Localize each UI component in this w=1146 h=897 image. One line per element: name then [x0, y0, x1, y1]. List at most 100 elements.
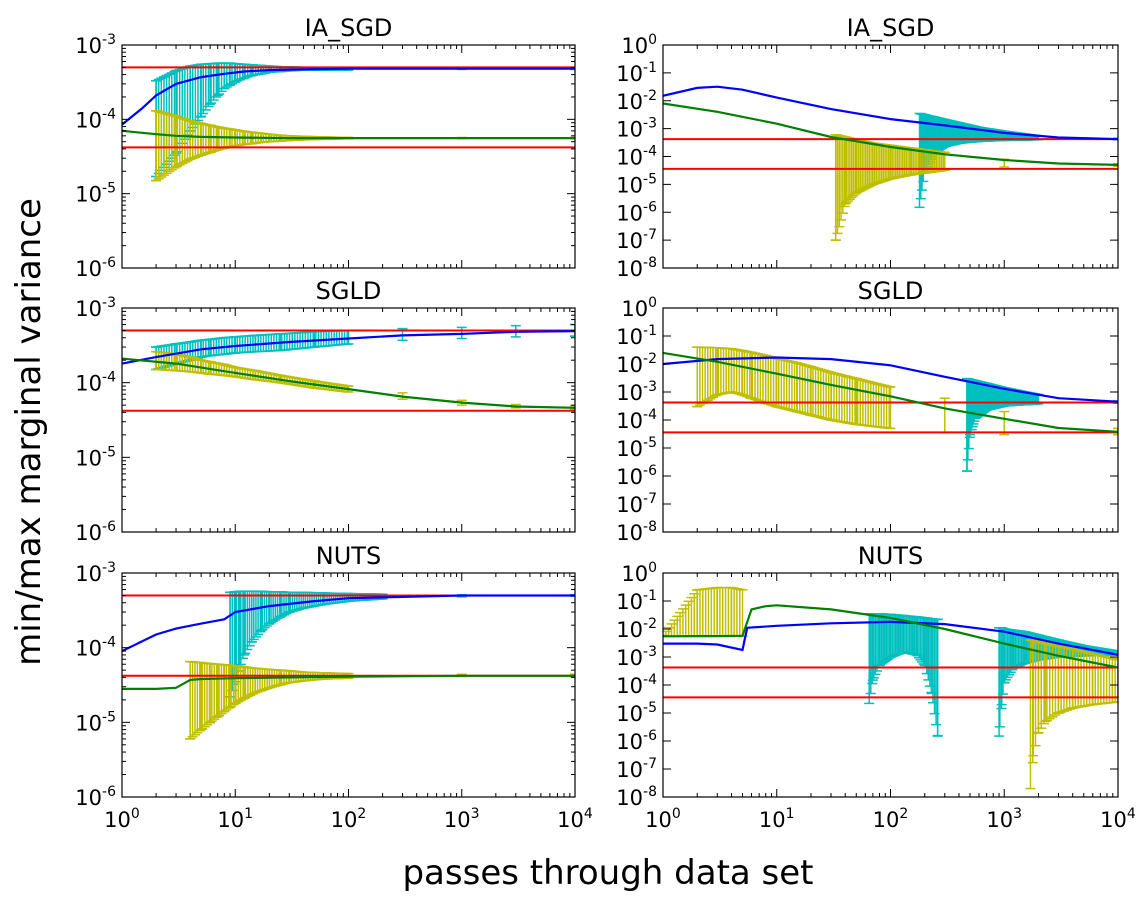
y-tick-label: 10-1 — [616, 588, 657, 614]
series-max-line — [663, 85, 1118, 141]
series-min-line — [122, 674, 575, 691]
panel-1: 10-6 10-5 10-4 10-3 IA_SGD — [75, 14, 576, 281]
error-bars-min — [151, 110, 575, 182]
plot-area — [663, 573, 1118, 797]
series-min-line — [663, 351, 1118, 433]
y-tick-label: 10-4 — [616, 407, 657, 433]
y-tick-label: 10-3 — [75, 295, 116, 321]
y-tick-label: 10-7 — [616, 756, 657, 782]
panel-3: 10-6 10-5 10-4 10-3 SGLD — [75, 277, 576, 545]
y-ticks: 10-6 10-5 10-4 10-3 — [75, 32, 575, 281]
y-tick-label: 10-3 — [75, 560, 116, 586]
x-tick-label: 101 — [759, 806, 795, 832]
error-bars-max — [864, 613, 1118, 737]
x-ticks: 100 101 102 103 104 — [645, 573, 1136, 832]
x-ticks — [121, 308, 576, 532]
y-tick-label: 10-3 — [75, 32, 116, 58]
y-tick-label: 10-6 — [75, 255, 116, 281]
series-max-line — [663, 356, 1118, 403]
panel-title: NUTS — [316, 542, 381, 570]
plot-content — [122, 590, 575, 740]
y-tick-label: 10-8 — [616, 255, 657, 281]
y-tick-label: 10-6 — [616, 463, 657, 489]
error-bars-min — [151, 350, 575, 411]
y-tick-label: 10-6 — [616, 728, 657, 754]
y-tick-label: 10-6 — [75, 519, 116, 545]
x-tick-label: 104 — [557, 806, 593, 832]
series-max-line — [122, 330, 575, 365]
x-tick-label: 102 — [873, 806, 909, 832]
series-min-line — [663, 102, 1118, 166]
y-tick-label: 10-6 — [616, 199, 657, 225]
y-tick-label: 10-5 — [616, 700, 657, 726]
x-tick-label: 100 — [104, 806, 140, 832]
series-min-line — [663, 604, 1118, 669]
x-ticks — [662, 45, 1119, 268]
panel-title: IA_SGD — [847, 14, 935, 42]
x-ticks: 100 101 102 103 104 — [104, 573, 593, 832]
series-max-line — [122, 594, 575, 653]
series-max-line — [122, 67, 575, 126]
plot-content — [122, 323, 575, 412]
y-tick-label: 10-1 — [616, 323, 657, 349]
y-tick-label: 10-5 — [75, 181, 116, 207]
y-tick-label: 100 — [621, 32, 657, 58]
y-tick-label: 10-5 — [75, 709, 116, 735]
y-tick-label: 10-4 — [616, 672, 657, 698]
y-tick-label: 10-3 — [616, 116, 657, 142]
series-max-line — [663, 620, 1118, 656]
y-tick-label: 10-4 — [75, 370, 116, 396]
x-tick-label: 104 — [1100, 806, 1136, 832]
series-min-line — [122, 129, 575, 140]
y-tick-label: 10-2 — [616, 88, 657, 114]
x-tick-label: 103 — [444, 806, 480, 832]
y-tick-label: 10-8 — [616, 784, 657, 810]
x-axis-label: passes through data set — [402, 853, 813, 893]
x-tick-label: 101 — [217, 806, 253, 832]
error-bars-max — [961, 377, 1118, 472]
plot-content — [663, 586, 1118, 790]
y-tick-label: 10-1 — [616, 60, 657, 86]
y-tick-label: 10-3 — [616, 379, 657, 405]
x-ticks — [662, 308, 1119, 532]
x-tick-label: 103 — [986, 806, 1022, 832]
panel-title: IA_SGD — [305, 14, 393, 42]
y-tick-label: 100 — [621, 295, 657, 321]
y-tick-label: 10-5 — [616, 435, 657, 461]
y-tick-label: 10-2 — [616, 616, 657, 642]
y-tick-label: 10-3 — [616, 644, 657, 670]
y-tick-label: 10-7 — [616, 491, 657, 517]
y-tick-label: 10-4 — [616, 144, 657, 170]
x-tick-label: 102 — [331, 806, 367, 832]
y-tick-label: 10-7 — [616, 227, 657, 253]
error-bars-min — [692, 346, 1118, 436]
x-ticks — [121, 45, 576, 268]
panels: 10-610-510-410-3 IA_SGD10-810-710-610-510… — [75, 14, 1136, 832]
panel-5: 10-6 10-5 10-4 10-3 100 101 102 103 104 NUTS — [75, 542, 593, 832]
y-ticks: 10-6 10-5 10-4 10-3 — [75, 560, 575, 810]
panel-title: SGLD — [316, 277, 382, 305]
y-tick-label: 10-8 — [616, 519, 657, 545]
x-tick-label: 100 — [645, 806, 681, 832]
plot-content — [663, 346, 1118, 472]
error-bars-min — [185, 660, 575, 740]
panel-title: SGLD — [858, 277, 924, 305]
y-ticks: 10-6 10-5 10-4 10-3 — [75, 295, 575, 545]
y-axis-label: min/max marginal variance — [9, 198, 49, 666]
panel-title: NUTS — [858, 542, 923, 570]
y-tick-label: 10-6 — [75, 784, 116, 810]
series-min-line — [122, 357, 575, 409]
plot-content — [663, 85, 1118, 241]
y-tick-label: 10-2 — [616, 351, 657, 377]
y-tick-label: 10-5 — [75, 444, 116, 470]
y-tick-label: 100 — [621, 560, 657, 586]
plot-content — [122, 62, 575, 182]
y-tick-label: 10-4 — [75, 106, 116, 132]
